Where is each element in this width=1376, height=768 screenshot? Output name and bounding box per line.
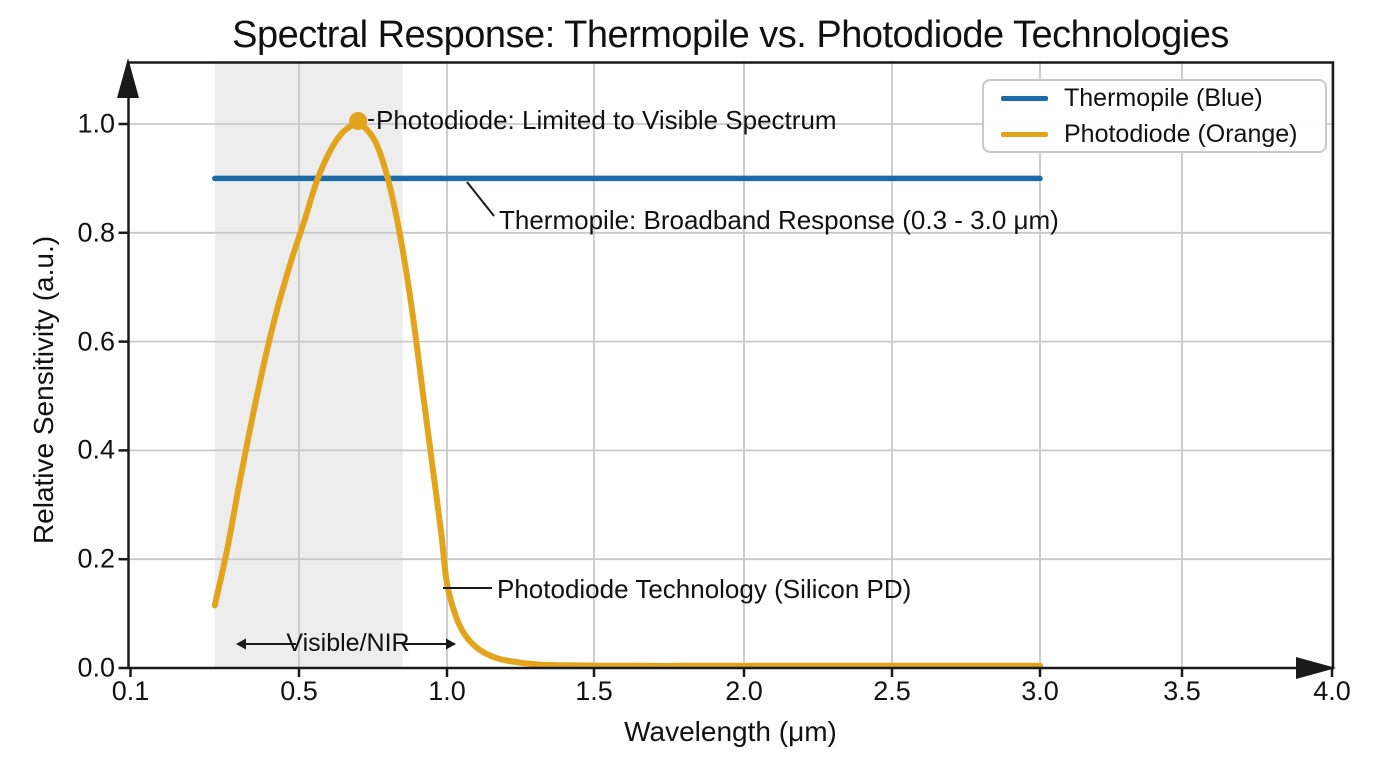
photodiode-curve: [211, 120, 1043, 669]
leader-thermopile-broadband: [466, 181, 495, 217]
annotation-thermopile-broadband: Thermopile: Broadband Response (0.3 - 3.…: [499, 205, 1059, 235]
x-axis-label: Wavelength (μm): [624, 716, 837, 747]
legend-item-thermopile: Thermopile (Blue): [984, 84, 1325, 113]
legend-line-swatch-icon: [1001, 95, 1048, 101]
annotation-photodiode-limited: Photodiode: Limited to Visible Spectrum: [376, 105, 837, 135]
visible-nir-left-arrowhead-icon: [236, 638, 246, 650]
y-axis-arrow-icon: [117, 58, 139, 98]
peak-marker: [349, 112, 368, 130]
chart-title: Spectral Response: Thermopile vs. Photod…: [232, 14, 1229, 56]
visible-nir-band: [214, 62, 403, 668]
plot-frame: [127, 61, 1335, 670]
legend-line-swatch-icon: [1001, 131, 1048, 137]
legend-item-photodiode: Photodiode (Orange): [984, 120, 1325, 149]
legend-label: Thermopile (Blue): [1064, 83, 1263, 112]
y-axis-label: Relative Sensitivity (a.u.): [28, 235, 59, 545]
legend-label: Photodiode (Orange): [1064, 119, 1298, 148]
legend: Thermopile (Blue) Photodiode (Orange): [982, 79, 1327, 153]
annotation-photodiode-technology: Photodiode Technology (Silicon PD): [497, 574, 912, 604]
x-axis-arrow-icon: [1296, 657, 1336, 679]
visible-nir-band-label: Visible/NIR: [286, 629, 410, 657]
visible-nir-right-arrowhead-icon: [446, 638, 456, 650]
